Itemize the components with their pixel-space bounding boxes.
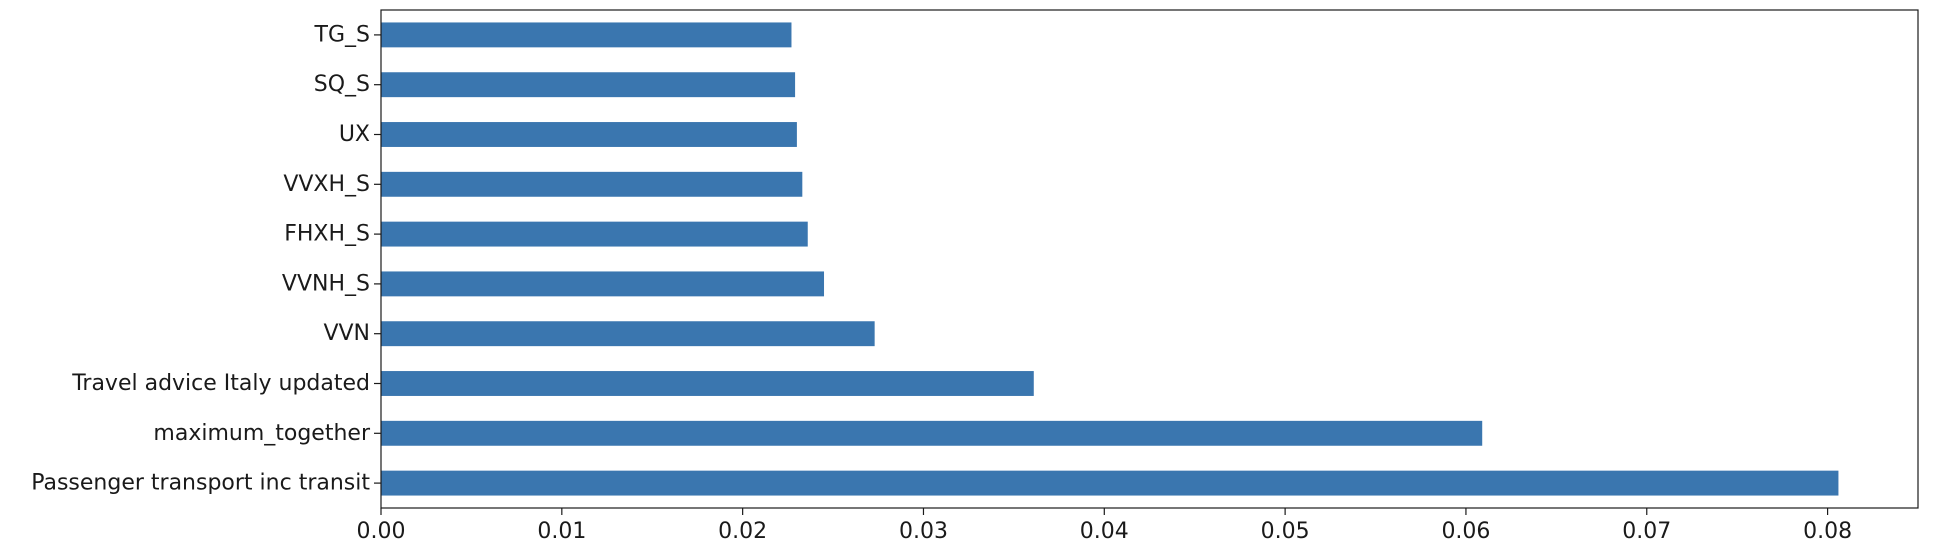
x-tick-label: 0.06 [1441,519,1490,544]
x-tick-label: 0.02 [718,519,767,544]
bar-vvxh-s [381,171,803,197]
x-tick-label: 0.01 [537,519,586,544]
x-tick-label: 0.07 [1622,519,1671,544]
x-tick-label: 0.05 [1261,519,1310,544]
bar-vvn [381,321,875,347]
y-tick-label: Travel advice Italy updated [71,371,370,396]
x-tick-label: 0.00 [357,519,406,544]
bars-group [381,22,1839,496]
bar-maximum-together [381,420,1483,446]
y-axis: TG_S SQ_S UX VVXH_S FHXH_S VVNH_S VVN Travel ad… [31,22,381,496]
x-tick-label: 0.03 [899,519,948,544]
plot-area-frame [380,9,1919,509]
x-tick-label: 0.04 [1080,519,1129,544]
y-tick-label: UX [339,122,370,147]
x-axis: 0.00 0.01 0.02 0.03 0.04 0.05 0.06 0.07 0.08 [357,508,1852,544]
y-tick-label: VVN [323,321,370,346]
bar-vvnh-s [381,271,825,297]
x-tick-label: 0.08 [1803,519,1852,544]
y-tick-label: FHXH_S [284,222,370,247]
bar-passenger-transport-inc-transit [381,470,1839,496]
y-tick-label: TG_S [314,22,370,47]
bar-fhxh-s [381,221,808,247]
y-tick-label: Passenger transport inc transit [31,471,370,496]
bar-ux [381,122,797,147]
y-tick-label: VVNH_S [282,271,370,296]
bar-tg-s [381,22,792,48]
y-tick-label: VVXH_S [283,172,370,197]
y-tick-label: SQ_S [314,72,370,97]
y-tick-label: maximum_together [153,421,371,446]
bar-travel-advice-italy-updated [381,371,1034,396]
bar-sq-s [381,72,796,98]
